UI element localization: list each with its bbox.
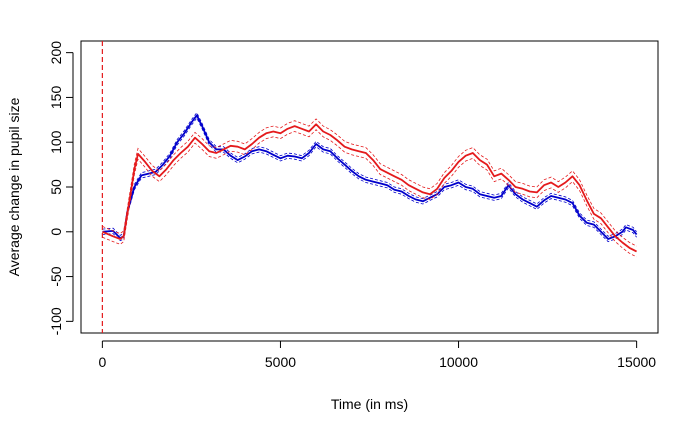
plot-frame [80,40,659,334]
y-tick-label: 0 [48,228,64,236]
y-tick-label: 200 [48,41,64,65]
y-axis-label: Average change in pupil size [6,97,22,276]
y-tick-label: 100 [48,130,64,154]
x-axis-label: Time (in ms) [331,396,408,412]
x-axis: 0 5000 10000 15000 [98,340,656,370]
y-axis: -100 -50 0 50 100 150 200 [48,41,74,335]
series-1-line [102,114,638,240]
series-1-band-upper [102,117,637,243]
y-tick-label: -50 [48,266,64,286]
series-2-line [102,123,638,253]
y-tick-label: 150 [48,86,64,110]
y-tick-label: 50 [48,179,64,195]
series-2-band-lower [102,118,637,247]
y-tick-label: -100 [48,307,64,335]
series-1-band-lower [102,111,637,237]
x-tick-label: 5000 [265,354,296,370]
x-tick-label: 10000 [439,354,478,370]
x-tick-label: 15000 [617,354,656,370]
x-tick-label: 0 [98,354,106,370]
series-layer [102,111,638,258]
series-2-band-upper [102,129,637,258]
